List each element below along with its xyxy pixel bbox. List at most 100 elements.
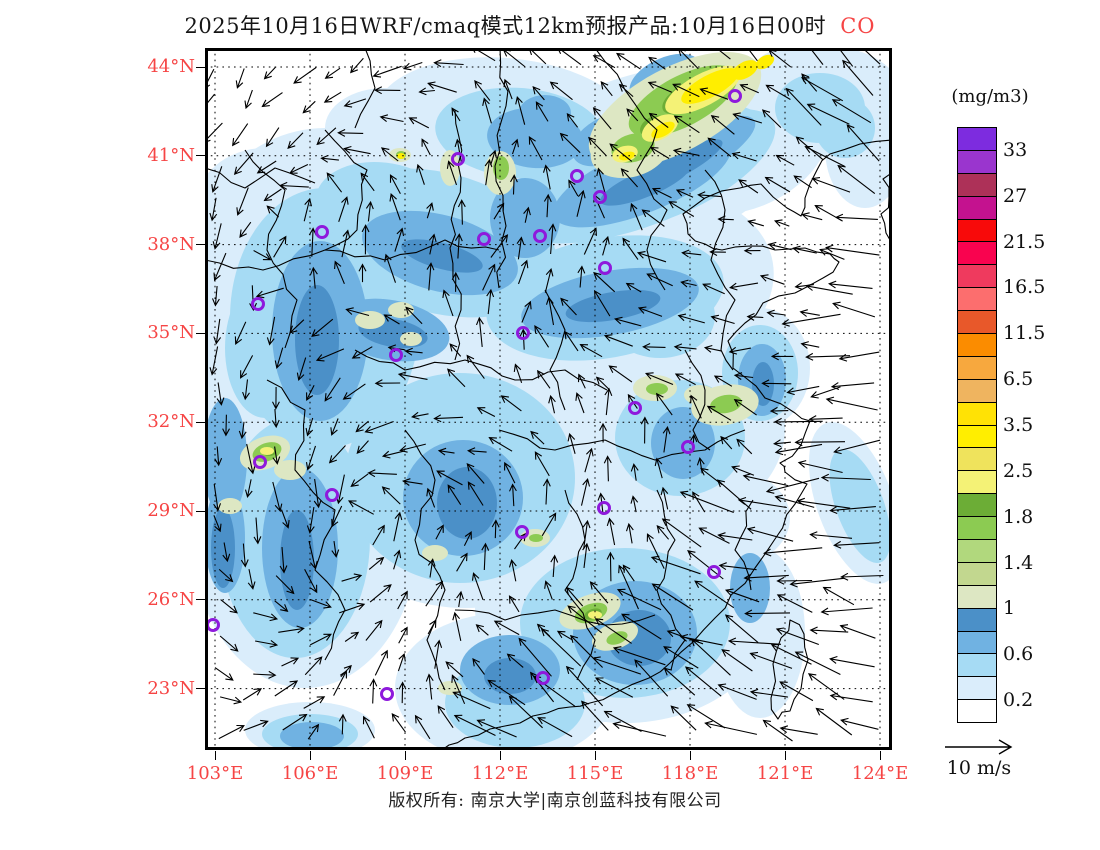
wind-arrow bbox=[307, 723, 320, 740]
wind-arrow bbox=[518, 637, 552, 677]
wind-arrow bbox=[408, 117, 430, 129]
wind-arrow bbox=[776, 594, 813, 613]
wind-arrow bbox=[372, 65, 402, 78]
wind-arrow bbox=[781, 313, 841, 327]
concentration-blob bbox=[401, 239, 483, 273]
lat-tick bbox=[196, 421, 205, 423]
wind-arrow bbox=[279, 181, 309, 190]
colorbar-tick-label: 1.4 bbox=[1003, 551, 1034, 574]
wind-arrow bbox=[709, 248, 726, 256]
concentration-blob bbox=[437, 467, 497, 539]
city-marker bbox=[380, 687, 394, 701]
lon-tick bbox=[784, 751, 786, 760]
wind-arrow bbox=[475, 624, 489, 636]
wind-arrow bbox=[630, 202, 643, 231]
lon-tick bbox=[499, 751, 501, 760]
concentration-blob bbox=[274, 460, 306, 480]
border-8 bbox=[564, 489, 596, 681]
wind-arrow bbox=[337, 129, 364, 137]
concentration-blob bbox=[633, 139, 723, 191]
wind-arrow bbox=[702, 283, 725, 295]
wind-arrow bbox=[454, 233, 463, 259]
wind-arrow bbox=[355, 420, 369, 433]
wind-arrow bbox=[775, 154, 795, 166]
wind-arrow bbox=[674, 373, 696, 386]
wind-arrow bbox=[576, 189, 586, 217]
wind-arrow bbox=[476, 407, 496, 417]
wind-arrow bbox=[749, 651, 793, 669]
wind-arrow bbox=[500, 395, 522, 412]
lon-tick bbox=[309, 751, 311, 760]
colorbar-tick-label: 16.5 bbox=[1003, 276, 1046, 299]
wind-arrow bbox=[503, 78, 513, 100]
wind-arrow bbox=[608, 365, 633, 383]
wind-arrow bbox=[687, 550, 724, 580]
wind-reference-arrow-icon bbox=[945, 739, 1013, 755]
wind-arrow bbox=[690, 394, 702, 419]
wind-arrow bbox=[427, 81, 457, 93]
colorbar-swatch bbox=[958, 562, 996, 586]
wind-arrow bbox=[214, 446, 223, 467]
wind-arrow bbox=[393, 511, 403, 542]
wind-arrow bbox=[456, 552, 468, 572]
wind-arrow bbox=[391, 713, 406, 733]
wind-arrow bbox=[451, 674, 466, 705]
wind-arrow bbox=[609, 143, 633, 162]
border-3 bbox=[449, 109, 463, 361]
border-16 bbox=[205, 167, 316, 189]
wind-arrow bbox=[467, 481, 484, 506]
wind-arrow bbox=[474, 79, 491, 101]
wind-arrow bbox=[274, 600, 289, 612]
wind-arrow bbox=[559, 132, 581, 154]
wind-arrow bbox=[220, 599, 238, 614]
wind-arrow bbox=[471, 572, 484, 600]
wind-arrow bbox=[404, 347, 423, 356]
wind-arrow bbox=[829, 692, 873, 703]
wind-arrow bbox=[579, 344, 603, 358]
wind-arrow bbox=[244, 479, 253, 498]
wind-arrow bbox=[345, 307, 370, 317]
wind-arrow bbox=[642, 343, 666, 351]
wind-arrow bbox=[272, 386, 280, 410]
wind-arrow bbox=[515, 95, 526, 125]
wind-arrow bbox=[660, 486, 669, 510]
wind-arrow bbox=[246, 443, 256, 475]
wind-arrow bbox=[749, 688, 788, 698]
wind-arrow bbox=[612, 721, 667, 737]
wind-arrow bbox=[620, 168, 639, 188]
wind-arrow bbox=[797, 460, 843, 474]
wind-arrow bbox=[721, 649, 753, 672]
colorbar-swatch bbox=[958, 265, 996, 289]
wind-arrow bbox=[389, 192, 401, 221]
wind-arrow bbox=[834, 213, 878, 222]
wind-arrow bbox=[654, 457, 663, 479]
wind-arrow bbox=[825, 396, 878, 411]
concentration-fills bbox=[205, 48, 892, 750]
forecast-map bbox=[205, 48, 892, 750]
wind-arrow bbox=[456, 590, 464, 607]
wind-arrow bbox=[303, 197, 313, 222]
wind-arrow bbox=[796, 497, 851, 509]
wind-arrow bbox=[338, 196, 349, 222]
wind-arrow bbox=[556, 630, 574, 641]
wind-arrow bbox=[488, 436, 513, 452]
lat-axis-label: 26°N bbox=[147, 588, 195, 610]
wind-arrow bbox=[537, 369, 551, 389]
lon-axis-label: 118°E bbox=[661, 763, 719, 784]
colorbar-tick-label: 0.2 bbox=[1003, 689, 1034, 712]
wind-arrow bbox=[451, 107, 461, 122]
wind-arrow bbox=[372, 524, 385, 546]
wind-arrow bbox=[621, 613, 662, 640]
wind-arrow bbox=[811, 177, 851, 193]
wind-arrow bbox=[739, 83, 759, 94]
wind-arrow bbox=[369, 678, 378, 704]
city-marker bbox=[515, 525, 529, 539]
colorbar-tick-label: 33 bbox=[1003, 138, 1028, 161]
wind-arrow bbox=[350, 57, 364, 74]
wind-arrow bbox=[549, 81, 573, 101]
city-marker bbox=[598, 261, 612, 275]
wind-arrow bbox=[762, 719, 793, 742]
colorbar-tick-label: 21.5 bbox=[1003, 230, 1046, 253]
wind-arrow bbox=[704, 720, 758, 735]
colorbar-tick-label: 1 bbox=[1003, 597, 1016, 620]
